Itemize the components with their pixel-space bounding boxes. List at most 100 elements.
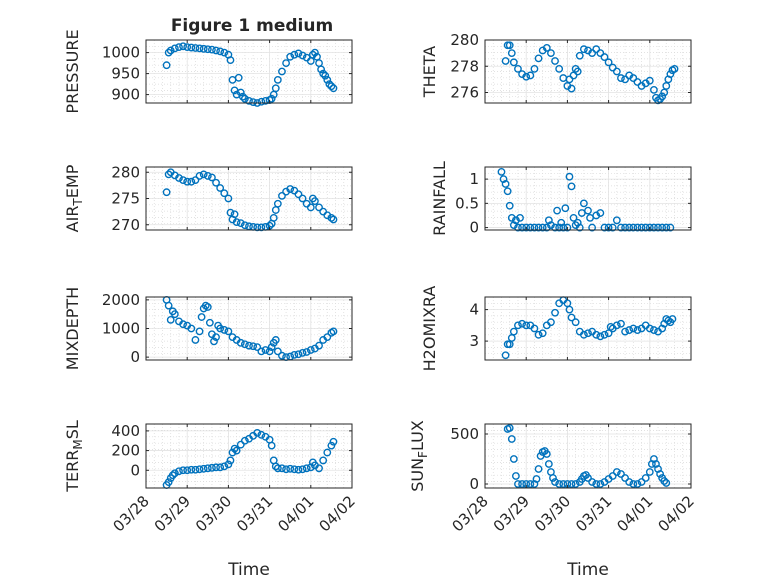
data-point <box>245 341 253 350</box>
data-point <box>532 475 541 483</box>
data-point <box>592 480 601 488</box>
data-point <box>253 223 262 232</box>
data-point <box>195 327 204 336</box>
data-point <box>269 214 278 222</box>
y-tick-label: 950 <box>111 65 140 83</box>
data-point <box>571 480 580 488</box>
data-point <box>271 84 280 93</box>
y-tick-label: 1 <box>469 170 479 188</box>
data-point <box>208 463 216 472</box>
y-tick-label: 0.5 <box>455 194 479 212</box>
data-point <box>191 336 200 344</box>
data-point <box>555 480 564 488</box>
data-point <box>245 97 253 105</box>
y-axis-label: AIRTEMP <box>63 164 85 232</box>
data-point <box>212 46 220 55</box>
data-point <box>596 49 605 58</box>
x-tick-label: 03/28 <box>449 492 492 535</box>
data-point <box>530 223 539 232</box>
axes-box <box>484 39 692 104</box>
data-point <box>588 223 597 232</box>
data-point <box>608 63 617 72</box>
data-point <box>565 172 574 181</box>
data-point <box>265 347 274 356</box>
data-point <box>654 223 662 232</box>
data-point <box>612 468 621 476</box>
data-point <box>526 71 535 80</box>
data-point <box>555 64 564 73</box>
data-point <box>327 214 336 222</box>
data-point <box>542 43 551 52</box>
data-point <box>551 478 559 486</box>
data-point <box>561 204 570 213</box>
data-point <box>323 448 332 457</box>
data-point <box>522 321 531 330</box>
data-point <box>544 460 553 468</box>
data-point <box>600 330 609 339</box>
data-point <box>187 465 196 474</box>
data-point <box>596 332 605 341</box>
data-point <box>509 327 518 336</box>
x-tick-label: 03/30 <box>531 492 574 535</box>
data-point <box>633 480 642 488</box>
data-point <box>662 479 671 487</box>
x-tick-label: 04/01 <box>613 492 656 535</box>
data-point <box>170 469 179 478</box>
data-point <box>236 219 245 228</box>
y-axis-label: TERRMSL <box>63 420 85 493</box>
data-point <box>216 463 225 472</box>
data-point <box>179 42 187 51</box>
subplot-theta: 276 278 280 THETA <box>420 31 692 105</box>
data-point <box>547 318 555 327</box>
data-point <box>302 464 311 473</box>
data-point <box>600 53 609 61</box>
data-point <box>514 223 522 232</box>
x-tick-label: 04/02 <box>655 492 698 535</box>
data-point <box>569 213 578 222</box>
data-point <box>668 315 677 323</box>
data-point <box>199 44 208 53</box>
y-axis-label: H2OMIXRA <box>420 286 439 372</box>
data-point <box>298 348 307 357</box>
subplot-mixdepth: 0 1000 2000 MIXDEPTH <box>63 287 353 370</box>
data-point <box>565 75 574 84</box>
data-point <box>220 326 229 334</box>
data-point <box>575 223 584 232</box>
data-point <box>267 94 276 103</box>
data-point <box>575 51 584 60</box>
data-point <box>164 48 173 57</box>
data-point <box>183 466 192 475</box>
data-point <box>588 478 597 486</box>
data-point <box>306 346 315 354</box>
data-point <box>596 480 605 488</box>
data-point <box>641 223 650 232</box>
y-tick-label: 278 <box>450 57 479 75</box>
data-point <box>216 184 225 192</box>
x-tick-label: 03/28 <box>110 492 153 535</box>
data-point <box>557 218 566 227</box>
data-point <box>530 64 539 73</box>
data-point <box>253 343 262 352</box>
data-point <box>311 48 319 57</box>
data-point <box>660 88 669 97</box>
data-point <box>249 98 258 107</box>
data-point <box>257 347 266 356</box>
data-point <box>538 329 547 338</box>
data-point <box>187 324 196 333</box>
data-point <box>228 448 237 457</box>
data-point <box>567 480 576 488</box>
data-point <box>315 464 323 473</box>
x-tick-label: 03/30 <box>192 492 235 535</box>
y-tick-label: 0 <box>469 475 479 493</box>
data-point <box>230 444 239 453</box>
x-tick-label: 04/01 <box>274 492 317 535</box>
data-point <box>656 470 664 478</box>
data-point <box>208 173 216 182</box>
data-point <box>507 435 516 443</box>
data-point <box>323 333 332 341</box>
figure-title: Figure 1 medium <box>171 16 333 36</box>
data-point <box>212 333 220 341</box>
data-point <box>505 201 514 210</box>
y-tick-label: 400 <box>111 422 140 440</box>
data-point <box>203 172 212 180</box>
